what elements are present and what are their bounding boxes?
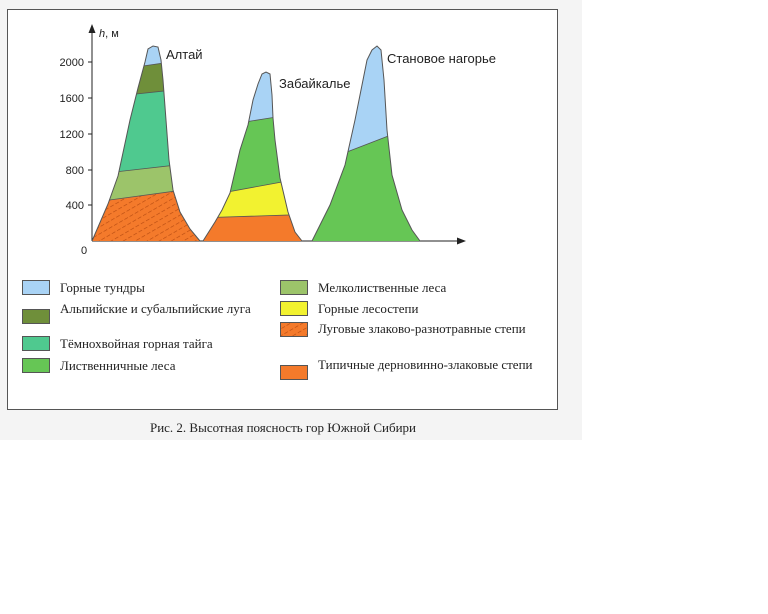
tick-label-400: 400 [66,200,84,212]
legend-item-typical-steppe: Типичные дерновинно-злаковые степи [280,358,550,380]
origin-label: 0 [81,245,87,257]
legend-label: Мелколиственные леса [318,280,447,295]
figure-caption: Рис. 2. Высотная поясность гор Южной Сиб… [149,420,417,435]
legend-item-forest-steppe: Горные лесостепи [280,301,418,316]
swatch-meadow-steppe [280,322,308,337]
legend-item-larch-forests: Лиственничные леса [22,358,175,373]
swatch-mountain-tundra [22,280,50,295]
legend-item-dark-taiga: Тёмнохвойная горная тайга [22,336,213,351]
label-zabaikalye: Забайкалье [279,76,351,91]
legend-label: Горные лесостепи [318,301,419,316]
swatch-forest-steppe [280,301,308,316]
tick-label-1200: 1200 [60,129,84,141]
legend-item-alpine-meadows: Альпийские и субальпийские луга [22,302,272,324]
swatch-dark-taiga [22,336,50,351]
swatch-small-leaved-forests [280,280,308,295]
swatch-larch-forests [22,358,50,373]
legend-label: Луговые злаково-разнотравные степи [318,321,526,336]
legend-label: Лиственничные леса [60,358,176,373]
legend-label: Альпийские и субальпийские луга [60,301,251,316]
altitude-zonation-diagram: h, м 0 400 800 1200 1600 2000 Алтай Заба… [60,24,496,257]
label-altai: Алтай [166,47,203,62]
tick-label-800: 800 [66,165,84,177]
legend-item-meadow-steppe: Луговые злаково-разнотравные степи [280,322,550,337]
swatch-alpine-meadows [22,309,50,324]
y-ticks: 400 800 1200 1600 2000 [60,57,92,212]
tick-label-1600: 1600 [60,93,84,105]
mountain-altai [92,46,200,241]
tick-label-2000: 2000 [60,57,84,69]
legend-label: Горные тундры [60,280,145,295]
legend-item-mountain-tundra: Горные тундры [22,280,145,295]
legend-label: Тёмнохвойная горная тайга [60,336,213,351]
y-axis-label: h, м [99,28,119,40]
swatch-typical-steppe [280,365,308,380]
legend-label: Типичные дерновинно-злаковые степи [318,357,533,372]
label-stanovoe: Становое нагорье [387,51,496,66]
legend-item-small-leaved-forests: Мелколиственные леса [280,280,446,295]
y-axis [88,24,96,241]
